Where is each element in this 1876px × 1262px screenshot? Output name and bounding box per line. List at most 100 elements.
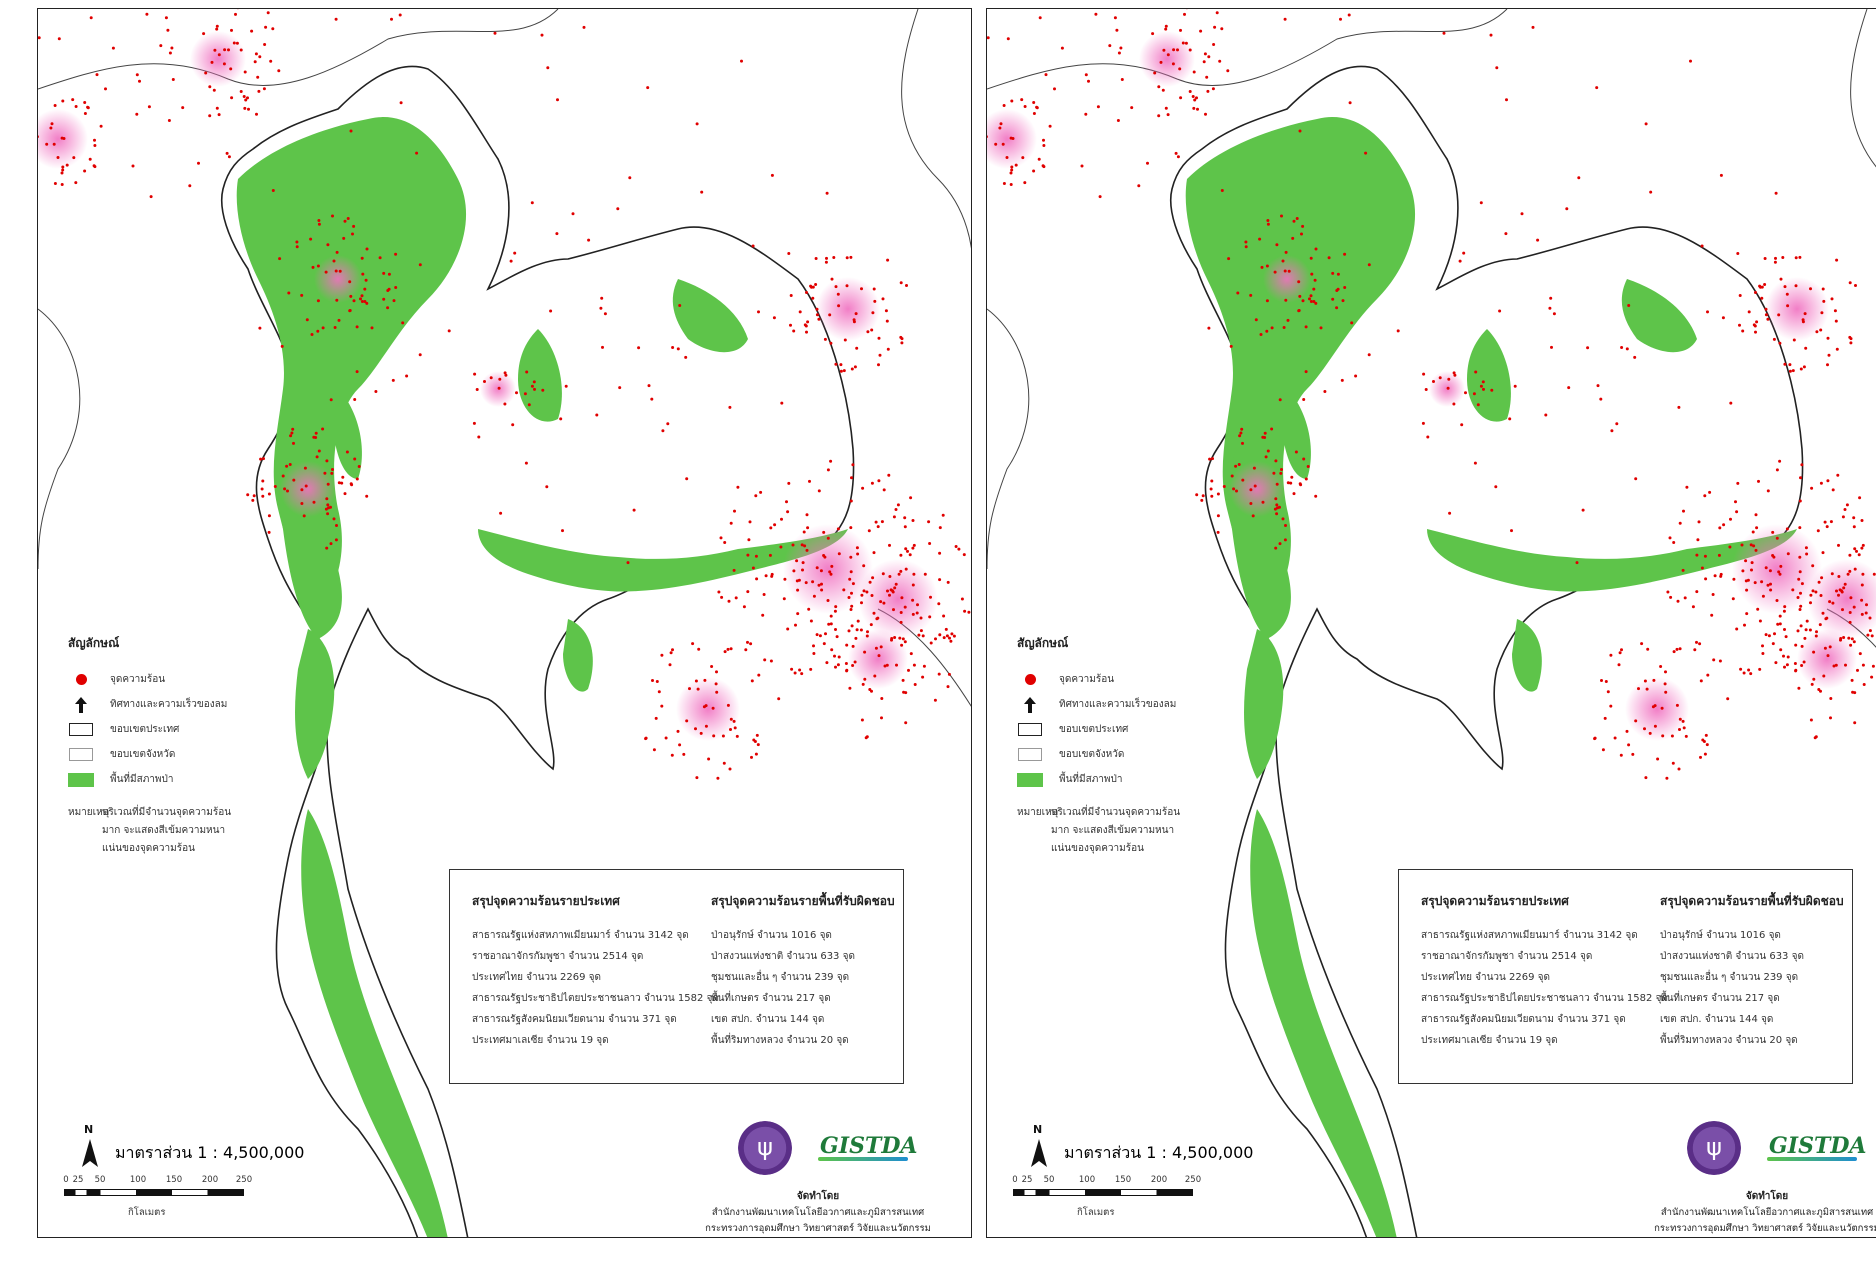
hotspot-dot xyxy=(1176,48,1179,52)
hotspot-dot xyxy=(722,761,726,765)
hotspot-dot xyxy=(1700,566,1704,570)
hotspot-dot xyxy=(62,137,66,140)
hotspot-dot xyxy=(1743,623,1746,627)
hotspot-dot xyxy=(1849,341,1853,345)
hotspot-dot xyxy=(1868,616,1872,620)
hotspot-dot xyxy=(326,243,330,247)
hotspot-dot xyxy=(1865,603,1868,607)
hotspot-dot xyxy=(651,679,654,682)
hotspot-dot xyxy=(1301,224,1305,228)
hotspot-dot xyxy=(877,363,880,367)
hotspot-dot xyxy=(1678,521,1682,525)
hotspot-dot xyxy=(1279,471,1283,475)
hotspot-dot xyxy=(1567,386,1571,390)
hotspot-dot xyxy=(842,369,846,373)
summary-area-title: สรุปจุดความร้อนรายพื้นที่รับผิดชอบ xyxy=(711,894,895,908)
hotspot-dot xyxy=(1347,13,1351,17)
hotspot-dot xyxy=(787,481,791,485)
hotspot-dot xyxy=(1209,487,1213,491)
hotspot-dot xyxy=(1857,553,1861,557)
hotspot-dot xyxy=(1258,237,1262,241)
hotspot-dot xyxy=(1447,377,1451,381)
hotspot-dot xyxy=(1718,526,1722,530)
hotspot-dot xyxy=(890,637,894,640)
hotspot-dot xyxy=(933,698,937,702)
hotspot-dot xyxy=(1866,633,1870,637)
hotspot-dot xyxy=(1644,776,1648,780)
forest-area-icon xyxy=(68,772,94,788)
hotspot-dot xyxy=(1811,564,1815,568)
hotspot-dot xyxy=(1752,544,1756,548)
hotspot-dot xyxy=(311,265,315,269)
hotspot-dot xyxy=(335,250,339,254)
hotspot-dot xyxy=(847,596,851,599)
hotspot-dot xyxy=(1811,589,1815,593)
hotspot-cluster xyxy=(858,559,938,639)
hotspot-dot xyxy=(1290,475,1294,479)
credit-line2: กระทรวงการอุดมศึกษา วิทยาศาสตร์ วิจัยและ… xyxy=(705,1223,931,1234)
hotspot-dot xyxy=(1769,582,1772,586)
hotspot-dot xyxy=(1681,719,1685,723)
hotspot-dot xyxy=(744,648,748,652)
hotspot-dot xyxy=(948,636,951,640)
hotspot-dot xyxy=(825,191,829,195)
hotspot-dot xyxy=(1758,619,1762,623)
hotspot-dot xyxy=(815,566,819,570)
hotspot-dot xyxy=(1837,575,1841,578)
forest-area xyxy=(563,619,593,692)
hotspot-dot xyxy=(1668,536,1672,540)
hotspot-dot xyxy=(295,240,299,244)
hotspot-dot xyxy=(893,586,897,590)
hotspot-dot xyxy=(1207,55,1211,59)
hotspot-dot xyxy=(1675,647,1679,651)
hotspot-dot xyxy=(1821,611,1825,615)
hotspot-dot xyxy=(1798,255,1802,259)
coastline xyxy=(901,9,971,249)
hotspot-dot xyxy=(1846,572,1850,576)
hotspot-dot xyxy=(316,299,320,303)
hotspot-dot xyxy=(1625,729,1629,733)
hotspot-dot xyxy=(246,96,249,100)
hotspot-dot xyxy=(1678,647,1682,651)
hotspot-dot xyxy=(855,346,859,350)
hotspot-dot xyxy=(1826,479,1830,483)
scale-tick: 150 xyxy=(1114,1175,1132,1185)
hotspot-dot xyxy=(1722,523,1726,527)
hotspot-dot xyxy=(901,678,905,682)
hotspot-dot xyxy=(904,691,908,695)
hotspot-dot xyxy=(1697,520,1701,524)
hotspot-dot xyxy=(938,633,942,637)
map-panel-right: สัญลักษณ์ จุดความร้อน ทิศทางและความเร็วข… xyxy=(986,8,1876,1238)
hotspot-dot-icon xyxy=(68,672,94,688)
hotspot-dot xyxy=(1164,106,1168,110)
hotspot-dot xyxy=(1448,511,1452,515)
hotspot-dot xyxy=(1827,353,1831,357)
hotspot-dot xyxy=(823,337,827,341)
hotspot-dot xyxy=(987,36,990,40)
hotspot-dot xyxy=(1283,269,1287,273)
legend-label: ทิศทางและความเร็วของลม xyxy=(110,699,228,710)
hotspot-dot xyxy=(1199,29,1203,33)
hotspot-dot xyxy=(1206,89,1210,93)
hotspot-dot xyxy=(1834,663,1838,667)
hotspot-dot xyxy=(802,530,806,534)
hotspot-dot xyxy=(1222,485,1226,488)
hotspot-dot xyxy=(748,520,752,524)
hotspot-dot xyxy=(361,272,365,276)
hotspot-dot xyxy=(353,457,357,461)
hotspot-dot xyxy=(1819,328,1823,332)
hotspot-dot xyxy=(1211,457,1214,461)
hotspot-dot xyxy=(1870,634,1874,638)
hotspot-dot xyxy=(929,595,932,599)
hotspot-dot xyxy=(1481,380,1485,384)
hotspot-dot xyxy=(1340,378,1344,382)
hotspot-dot xyxy=(829,459,833,463)
hotspot-dot xyxy=(1689,59,1692,63)
hotspot-dot xyxy=(357,465,361,468)
summary-country-row: ประเทศไทย จำนวน 2269 จุด xyxy=(1421,972,1551,983)
hotspot-dot xyxy=(780,401,784,405)
hotspot-dot xyxy=(1676,599,1680,603)
hotspot-dot xyxy=(145,12,149,16)
hotspot-dot xyxy=(1750,561,1754,565)
hotspot-dot xyxy=(1703,554,1707,558)
